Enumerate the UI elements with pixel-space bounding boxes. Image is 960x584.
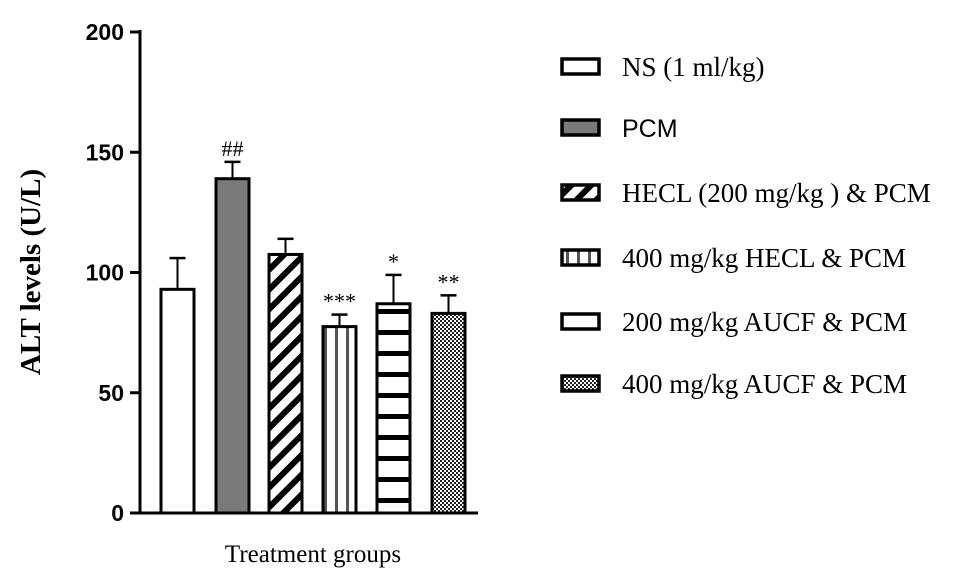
bar	[159, 287, 196, 515]
bar	[430, 311, 467, 515]
significance-label: **	[438, 269, 460, 294]
significance-label: ***	[323, 289, 356, 314]
legend-label: PCM	[622, 115, 678, 143]
bar	[214, 177, 251, 515]
bar	[267, 252, 304, 515]
legend-swatch	[560, 248, 601, 267]
significance-label: *	[388, 249, 399, 274]
bar	[321, 325, 358, 515]
legend-label: HECL (200 mg/kg ) & PCM	[622, 178, 931, 208]
legend-swatch	[560, 183, 601, 202]
legend-label: 400 mg/kg HECL & PCM	[622, 243, 906, 273]
y-tick-label: 0	[111, 500, 124, 526]
y-axis-label: ALT levels (U/L)	[15, 169, 47, 375]
bar	[375, 302, 412, 515]
y-tick-label: 100	[86, 260, 124, 286]
legend-swatch	[560, 374, 601, 393]
y-tick-label: 150	[86, 139, 124, 165]
x-axis-label: Treatment groups	[225, 541, 401, 568]
y-tick-label: 50	[98, 380, 124, 406]
significance-label: ##	[222, 136, 244, 161]
legend-swatch	[560, 118, 601, 137]
legend-label: NS (1 ml/kg)	[622, 52, 765, 82]
legend-swatch	[560, 312, 601, 331]
legend-swatch	[560, 57, 601, 76]
legend-label: 400 mg/kg AUCF & PCM	[622, 369, 907, 399]
legend-label: 200 mg/kg AUCF & PCM	[622, 307, 907, 337]
y-tick-label: 200	[86, 19, 124, 45]
legend: NS (1 ml/kg) PCM HECL (200 mg/kg ) & PCM 40…	[560, 52, 931, 399]
